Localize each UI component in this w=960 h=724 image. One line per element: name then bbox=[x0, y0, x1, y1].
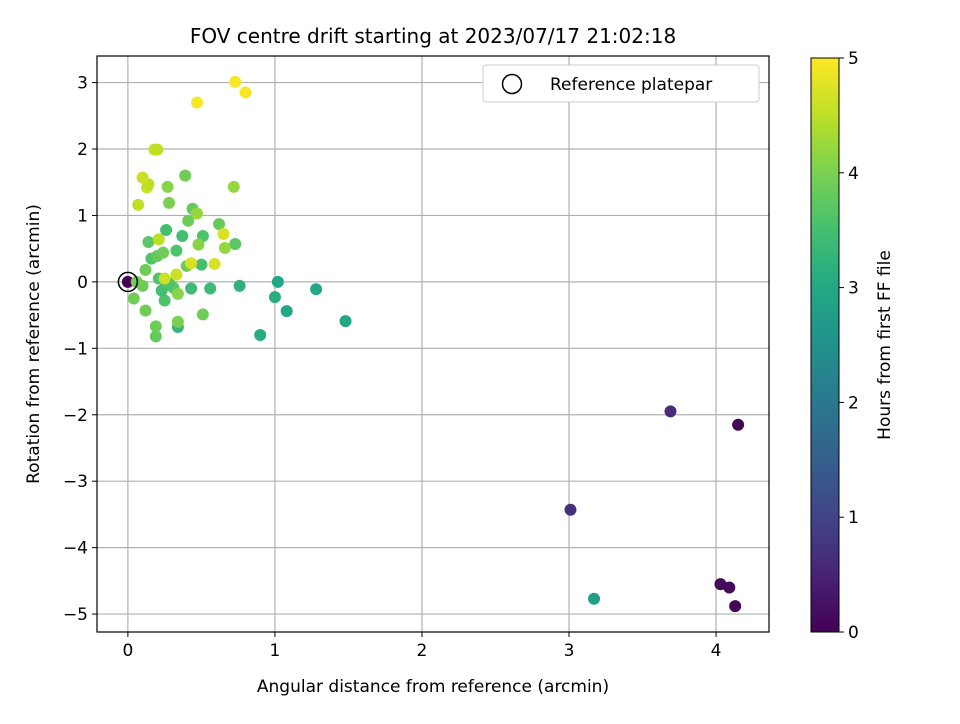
colorbar-tick-label: 1 bbox=[848, 508, 859, 528]
y-tick-label: 0 bbox=[77, 273, 88, 293]
data-point bbox=[218, 242, 231, 254]
data-point bbox=[132, 198, 145, 211]
reference-platepar-marker bbox=[117, 271, 139, 293]
data-point bbox=[139, 304, 152, 317]
data-point bbox=[233, 279, 246, 292]
data-point bbox=[170, 244, 183, 257]
plot-frame bbox=[96, 55, 770, 633]
x-tick-label: 3 bbox=[564, 641, 575, 661]
data-point bbox=[157, 246, 170, 259]
y-tick-label: 1 bbox=[77, 206, 88, 226]
data-point bbox=[729, 600, 742, 613]
data-point bbox=[208, 257, 221, 270]
x-axis-label: Angular distance from reference (arcmin) bbox=[257, 677, 609, 697]
data-point bbox=[139, 263, 152, 276]
legend-box bbox=[482, 64, 760, 103]
data-point bbox=[163, 196, 176, 209]
data-point bbox=[151, 143, 164, 156]
legend-reference-marker-icon bbox=[501, 73, 523, 95]
data-point bbox=[195, 258, 208, 271]
grid bbox=[97, 56, 769, 632]
data-point bbox=[217, 228, 230, 241]
data-point bbox=[229, 75, 242, 88]
data-point bbox=[121, 275, 134, 288]
data-point bbox=[136, 171, 149, 184]
colorbar-tick-label: 5 bbox=[848, 49, 859, 69]
data-point bbox=[204, 282, 217, 295]
data-point bbox=[213, 218, 226, 231]
chart-title: FOV centre drift starting at 2023/07/17 … bbox=[190, 24, 676, 48]
data-point bbox=[185, 282, 198, 295]
colorbar-ticks: 0 1 2 3 4 5 bbox=[839, 49, 859, 643]
colorbar-label: Hours from first FF file bbox=[875, 250, 895, 440]
data-point bbox=[723, 581, 736, 594]
data-point bbox=[127, 292, 140, 305]
data-point bbox=[196, 308, 209, 321]
y-axis-ticks: 3 2 1 0 −1 −2 −3 −4 −5 bbox=[63, 74, 97, 625]
y-tick-label: 2 bbox=[77, 140, 88, 160]
x-tick-label: 0 bbox=[122, 641, 133, 661]
y-tick-label: −5 bbox=[63, 605, 88, 625]
data-point bbox=[142, 236, 155, 249]
x-tick-label: 2 bbox=[417, 641, 428, 661]
y-tick-label: −4 bbox=[63, 539, 88, 559]
data-point bbox=[152, 233, 165, 246]
data-point bbox=[280, 305, 293, 318]
legend-entry-reference: Reference platepar bbox=[550, 75, 712, 95]
legend: Reference platepar bbox=[482, 64, 760, 103]
colorbar-gradient bbox=[810, 57, 840, 633]
data-point bbox=[339, 315, 352, 328]
reference-marker-layer bbox=[117, 271, 139, 293]
data-point bbox=[160, 224, 173, 237]
data-point bbox=[170, 268, 183, 281]
y-tick-label: −2 bbox=[63, 406, 88, 426]
colorbar-tick-label: 2 bbox=[848, 393, 859, 413]
y-tick-label: −1 bbox=[63, 339, 88, 359]
data-point bbox=[190, 96, 203, 109]
colorbar-tick-label: 4 bbox=[848, 164, 859, 184]
data-point bbox=[588, 592, 601, 605]
data-point bbox=[149, 320, 162, 333]
data-point bbox=[158, 294, 171, 307]
data-point bbox=[185, 257, 198, 270]
data-point bbox=[310, 283, 323, 296]
data-point bbox=[192, 238, 205, 251]
data-point bbox=[732, 418, 745, 431]
colorbar: 0 1 2 3 4 5 Hours from first FF file bbox=[810, 49, 895, 643]
data-point bbox=[227, 180, 240, 193]
data-point bbox=[179, 169, 192, 182]
y-tick-label: −3 bbox=[63, 472, 88, 492]
x-tick-label: 4 bbox=[711, 641, 722, 661]
data-point bbox=[161, 180, 174, 193]
x-axis-ticks: 0 1 2 3 4 bbox=[122, 632, 721, 661]
y-tick-label: 3 bbox=[77, 74, 88, 94]
y-axis-label: Rotation from reference (arcmin) bbox=[24, 204, 44, 484]
data-point bbox=[268, 291, 281, 304]
data-point bbox=[176, 230, 189, 243]
data-point bbox=[182, 214, 195, 227]
data-point bbox=[171, 287, 184, 300]
data-point bbox=[239, 86, 252, 99]
data-point bbox=[271, 275, 284, 288]
data-point bbox=[564, 503, 577, 516]
data-point bbox=[136, 279, 149, 292]
colorbar-tick-label: 3 bbox=[848, 279, 859, 299]
data-point bbox=[229, 238, 242, 251]
x-tick-label: 1 bbox=[270, 641, 281, 661]
data-point bbox=[664, 405, 677, 418]
data-point bbox=[158, 272, 171, 285]
data-point bbox=[254, 329, 267, 342]
data-point bbox=[155, 284, 168, 297]
data-point bbox=[190, 207, 203, 220]
data-point bbox=[171, 315, 184, 328]
data-points bbox=[121, 75, 745, 613]
data-point bbox=[149, 330, 162, 343]
colorbar-tick-label: 0 bbox=[848, 623, 859, 643]
